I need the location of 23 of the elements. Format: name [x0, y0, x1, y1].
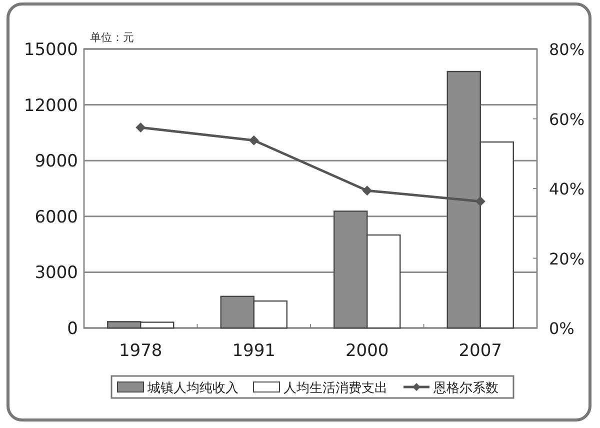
- point: [136, 122, 146, 132]
- point: [248, 135, 259, 146]
- y2-tick-label: 80%: [549, 40, 585, 59]
- point: [475, 196, 486, 206]
- legend-label: 城镇人均纯收入: [146, 381, 238, 396]
- y-tick-label: 3000: [34, 263, 78, 284]
- x-tick-label: 1978: [118, 341, 162, 361]
- y-tick-label: 9000: [34, 152, 78, 172]
- y2-tick-label: 20%: [549, 249, 585, 268]
- legend-label: 人均生活消费支出: [284, 381, 388, 396]
- x-tick-label: 2007: [458, 341, 502, 361]
- y2-tick-label: 0%: [549, 319, 574, 338]
- x-tick-label: 2000: [345, 341, 389, 361]
- y-tick-label: 15000: [24, 40, 78, 60]
- point: [362, 186, 372, 196]
- legend-label: 恩格尔系数: [432, 381, 498, 396]
- y-tick-label: 12000: [24, 96, 78, 116]
- y-tick-label: 0: [67, 319, 78, 339]
- y2-tick-label: 60%: [549, 110, 585, 129]
- x-tick-label: 1991: [232, 341, 276, 361]
- y-tick-label: 6000: [34, 207, 78, 228]
- y2-tick-label: 40%: [549, 180, 585, 198]
- y-axis-title: 单位：元: [90, 31, 134, 44]
